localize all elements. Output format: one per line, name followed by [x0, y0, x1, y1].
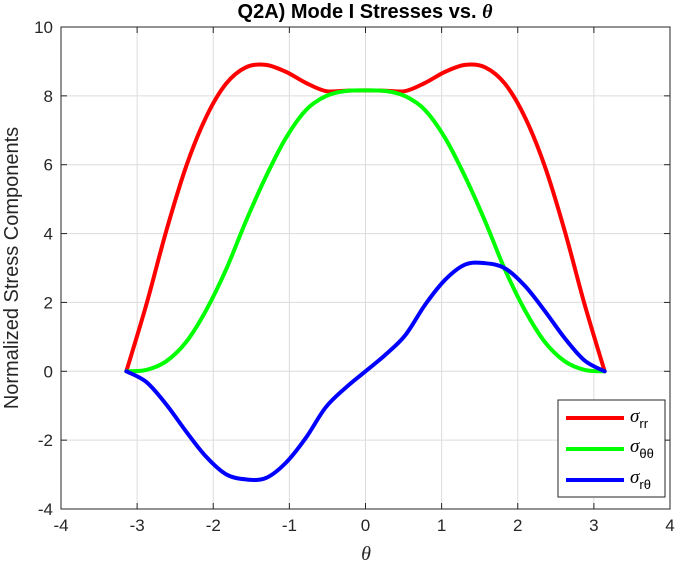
x-axis-label: θ: [361, 543, 371, 565]
legend-item-tt: σθθ: [566, 436, 654, 461]
x-tick-label: 0: [361, 516, 370, 535]
legend-sub-rr: rr: [639, 416, 648, 431]
x-tick-labels: -4 -3 -2 -1 0 1 2 3 4: [53, 516, 674, 535]
legend-sigma-rr: σ: [630, 406, 640, 427]
legend-item-rr: σrr: [566, 406, 649, 431]
legend-sigma-tt: σ: [630, 436, 640, 457]
legend-sigma-rt: σ: [630, 467, 640, 488]
y-tick-labels: -4 -2 0 2 4 6 8 10: [34, 18, 53, 519]
legend-item-rt: σrθ: [566, 467, 651, 492]
y-tick-label: -4: [38, 500, 53, 519]
y-tick-label: 6: [44, 156, 53, 175]
x-tick-label: -2: [206, 516, 221, 535]
series-layer: [124, 62, 607, 482]
y-tick-label: 0: [44, 362, 53, 381]
x-tick-label: -4: [53, 516, 68, 535]
chart-title-prefix: Q2A) Mode I Stresses vs.: [238, 1, 483, 23]
y-tick-label: 2: [44, 293, 53, 312]
chart-title: Q2A) Mode I Stresses vs. θ: [238, 1, 494, 23]
x-tick-label: 2: [513, 516, 522, 535]
legend-label-rt: σrθ: [630, 467, 651, 492]
ticks: [60, 26, 671, 510]
x-tick-label: -3: [130, 516, 145, 535]
series-sigma-rt: [124, 260, 607, 482]
legend-sub-rt: rθ: [639, 477, 651, 492]
chart-title-theta: θ: [482, 1, 493, 23]
legend: σrr σθθ σrθ: [557, 399, 666, 498]
x-tick-label: 4: [665, 516, 674, 535]
legend-label-tt: σθθ: [630, 436, 654, 461]
legend-sub-tt: θθ: [639, 446, 653, 461]
y-tick-label: -2: [38, 431, 53, 450]
x-tick-label: 1: [437, 516, 446, 535]
y-tick-label: 4: [44, 225, 53, 244]
y-tick-label: 8: [44, 87, 53, 106]
x-tick-label: -1: [282, 516, 297, 535]
series-sigma-tt: [124, 88, 607, 374]
x-tick-label: 3: [589, 516, 598, 535]
legend-label-rr: σrr: [630, 406, 649, 431]
y-tick-label: 10: [34, 18, 53, 37]
y-axis-label: Normalized Stress Components: [1, 127, 23, 409]
